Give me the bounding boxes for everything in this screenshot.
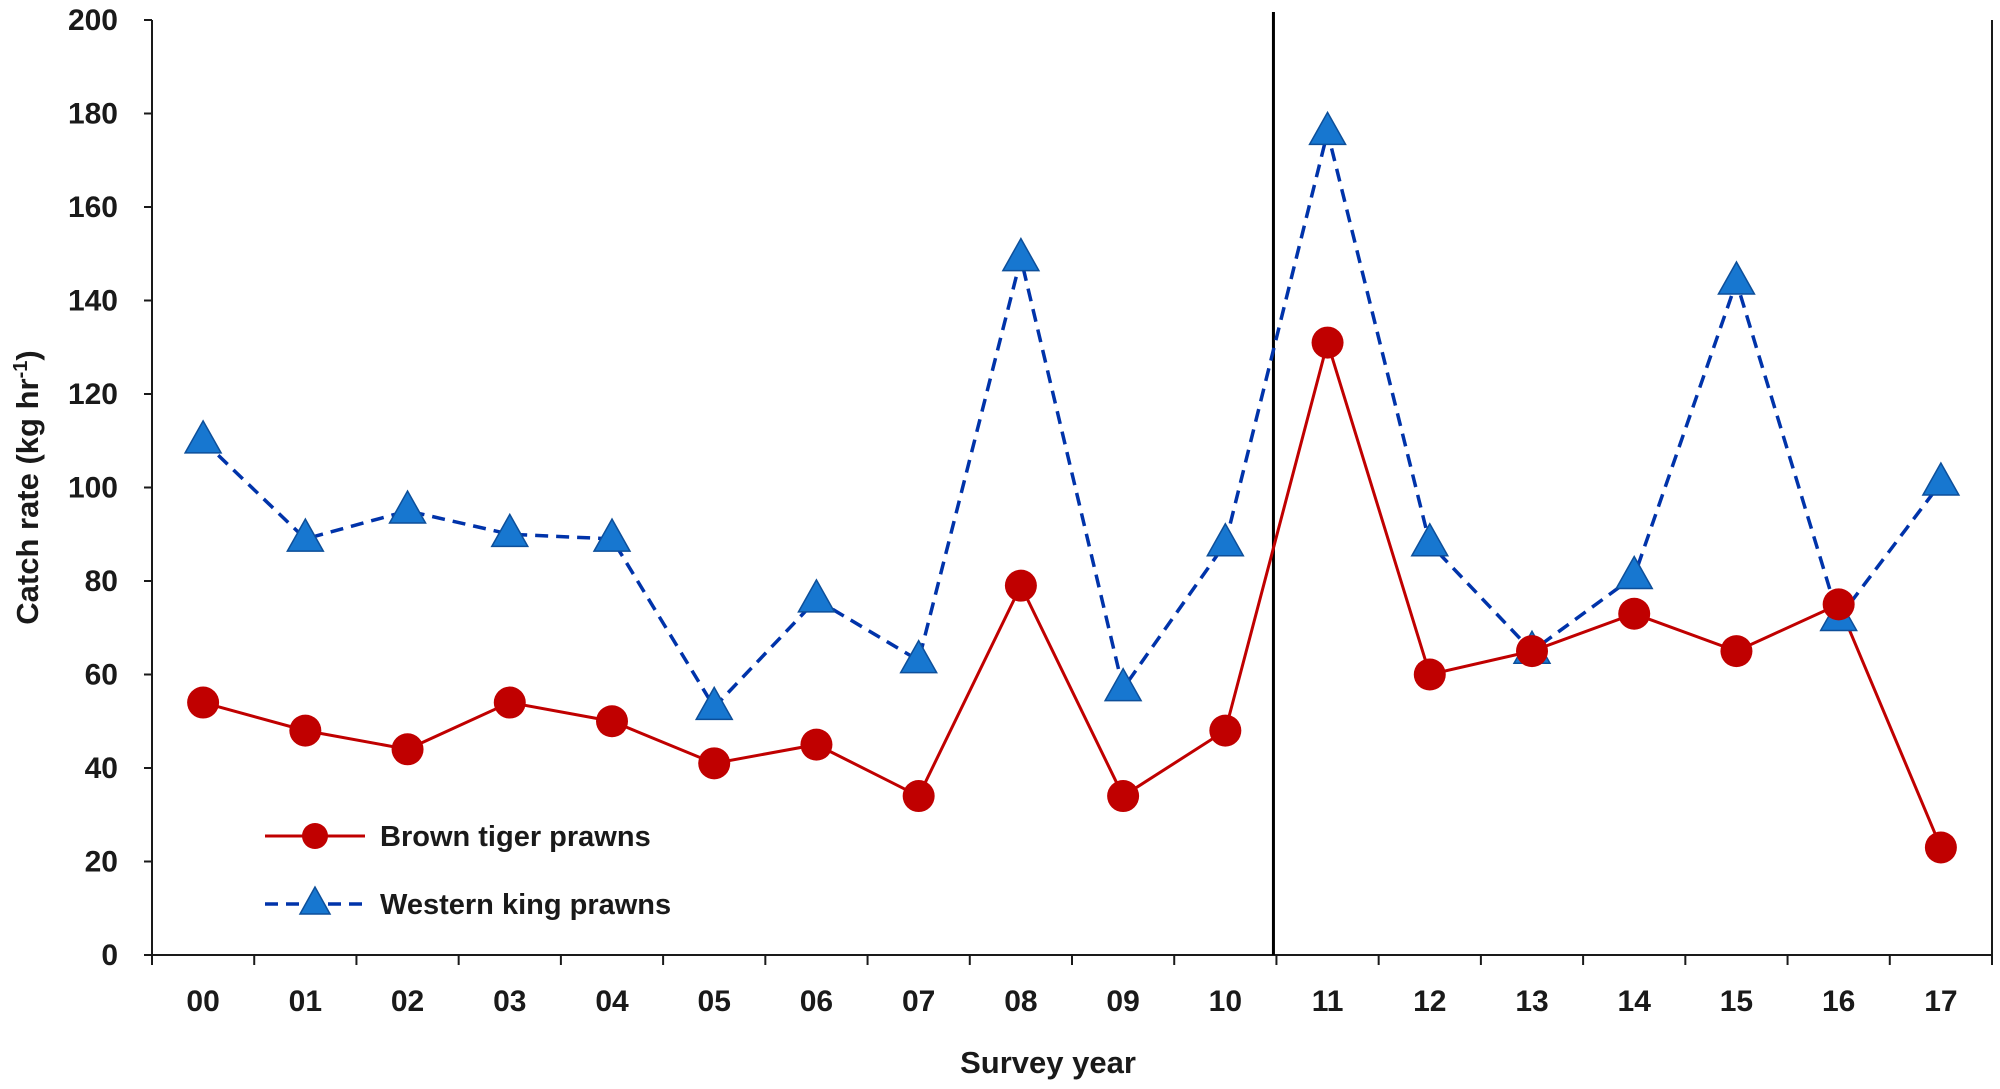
brown-tiger-point [800,728,833,761]
x-tick-label: 11 [1312,985,1344,1018]
brown-tiger-point [902,780,935,813]
y-tick-label: 60 [85,659,118,692]
x-tick-label: 08 [1004,985,1037,1018]
western-king-point [1717,260,1756,295]
western-king-point [1308,110,1347,146]
x-tick-label: 03 [493,985,526,1018]
western-king-point [1921,461,1961,496]
x-tick-label: 00 [186,985,219,1018]
western-king-point [1206,522,1245,557]
brown-tiger-point [1413,658,1446,691]
western-king-point [183,419,223,454]
legend-western-king-marker [298,885,332,915]
y-tick-label: 0 [101,939,118,972]
western-king-point [1614,554,1654,590]
western-king-point [1410,522,1450,557]
x-tick-label: 02 [391,985,424,1018]
legend-western-king-label: Western king prawns [380,889,671,921]
y-tick-label: 200 [68,4,118,37]
brown-tiger-point [1516,635,1548,668]
x-tick-label: 17 [1924,985,1957,1018]
western-king-point [1001,237,1041,272]
brown-tiger-point [1107,780,1140,813]
x-tick-label: 12 [1413,985,1446,1018]
x-axis-title: Survey year [960,1045,1136,1080]
y-tick-marks [144,19,152,956]
series-layer [183,110,1961,864]
y-tick-label: 160 [68,191,118,224]
western-king-point [592,517,632,552]
western-king-point [490,512,530,548]
brown-tiger-point [289,714,322,747]
western-king-point [286,517,325,552]
x-tick-label: 04 [595,985,629,1018]
y-axis-title-main: Catch rate (kg hr [10,378,45,624]
y-axis-title: Catch rate (kg hr-1) [10,350,45,624]
x-tick-label: 16 [1822,985,1855,1018]
western-king-point [388,489,427,524]
western-king-point [694,685,734,721]
western-king-point [797,578,836,613]
brown-tiger-point [1720,635,1753,668]
brown-tiger-point [1311,326,1344,359]
x-tick-label: 07 [902,985,935,1018]
brown-tiger-point [596,705,628,738]
legend-brown-tiger-marker [302,823,328,849]
x-tick-label: 14 [1618,985,1652,1018]
legend-brown-tiger-label: Brown tiger prawns [380,821,651,853]
x-tick-marks [151,955,1993,965]
x-tick-label: 01 [289,985,322,1018]
x-tick-labels: 00 01 02 03 04 05 06 07 08 09 10 11 12 13 14 15 16 17 [186,985,1957,1018]
brown-tiger-point [1618,597,1651,630]
brown-tiger-point [1004,569,1037,602]
x-tick-label: 09 [1106,985,1139,1018]
y-tick-label: 20 [85,846,118,879]
y-tick-label: 40 [85,752,118,785]
brown-tiger-point [391,733,424,766]
brown-tiger-point [1209,714,1242,747]
brown-tiger-point [187,686,220,719]
brown-tiger-point [1924,831,1957,864]
y-tick-label: 180 [68,98,118,131]
y-tick-label: 80 [85,565,118,598]
x-tick-label: 10 [1209,985,1242,1018]
x-tick-label: 15 [1720,985,1753,1018]
y-axis-title-superscript: -1 [10,361,32,379]
x-tick-label: 06 [800,985,833,1018]
x-tick-label: 13 [1515,985,1548,1018]
western-king-point [1103,667,1143,702]
y-axis-title-close: ) [10,350,45,360]
western-king-line [201,131,1943,711]
y-tick-label: 140 [68,285,118,318]
legend: Brown tiger prawns Western king prawns [265,821,671,921]
x-tick-label: 05 [698,985,731,1018]
brown-tiger-point [493,686,526,719]
brown-tiger-line [202,337,1943,849]
y-tick-label: 100 [68,472,118,505]
y-tick-label: 120 [68,378,118,411]
western-king-point [899,639,938,674]
brown-tiger-point [1822,588,1855,621]
y-tick-labels: 0 20 40 60 80 100 120 140 160 180 200 [68,4,118,972]
brown-tiger-point [698,747,731,780]
